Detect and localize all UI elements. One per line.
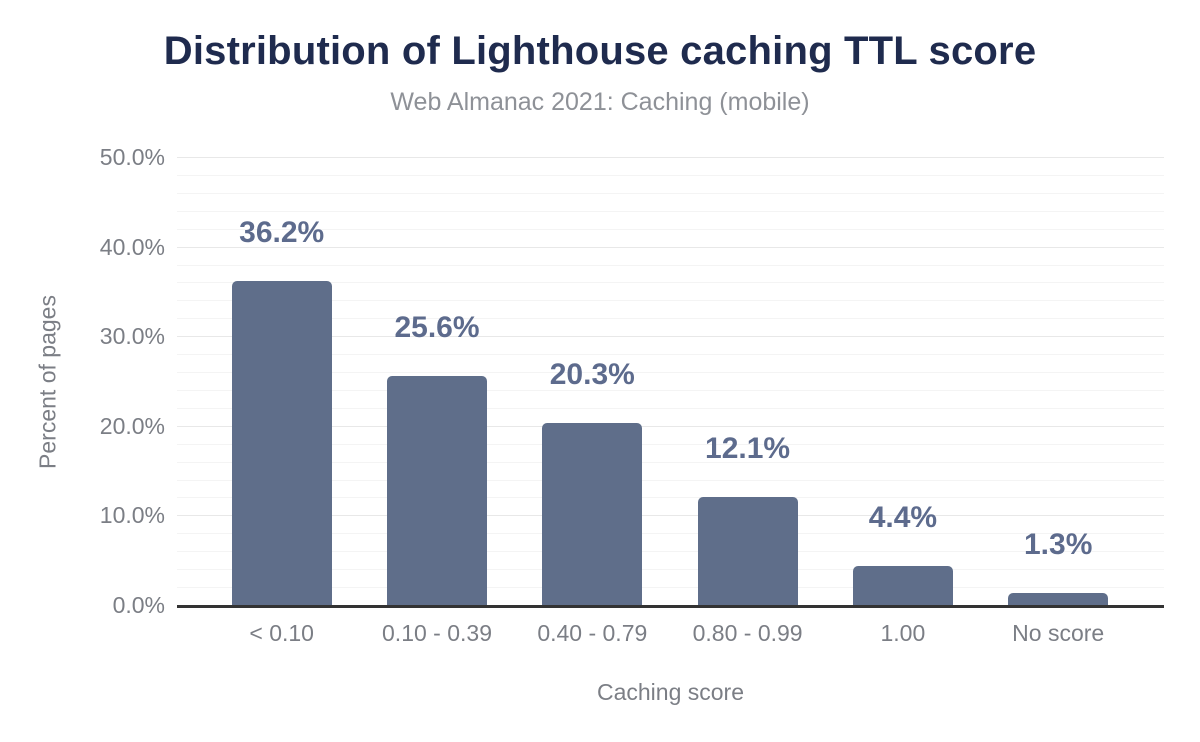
gridline-major: [177, 246, 1164, 248]
gridline-minor: [177, 533, 1164, 535]
bar-4: [852, 565, 953, 605]
y-axis-tick-label: 50.0%: [99, 144, 165, 170]
gridline-minor: [177, 569, 1164, 571]
y-axis-tick-label: 0.0%: [112, 592, 165, 618]
bar-1: [387, 375, 487, 605]
gridline-minor: [177, 210, 1164, 212]
bar-value-label: 25.6%: [394, 310, 480, 344]
gridline-minor: [177, 479, 1164, 481]
x-axis-tick-label: 0.10 - 0.39: [382, 620, 492, 646]
gridline-minor: [177, 318, 1164, 320]
x-axis-tick-label: No score: [1012, 620, 1105, 646]
x-axis-tick-label: 0.40 - 0.79: [537, 620, 648, 646]
gridline-minor: [177, 354, 1164, 356]
bar-value-label: 12.1%: [705, 431, 791, 465]
gridline-minor: [177, 264, 1164, 266]
x-axis-tick-label: 1.00: [880, 620, 926, 646]
y-axis-tick-label: 20.0%: [99, 412, 165, 439]
x-axis-title: Caching score: [596, 679, 745, 705]
x-axis-tick-label: 0.80 - 0.99: [692, 620, 803, 646]
gridline-major: [177, 336, 1164, 338]
y-axis-tick-label: 40.0%: [99, 233, 165, 260]
gridline-minor: [177, 551, 1164, 553]
gridline-minor: [177, 192, 1164, 194]
chart-title: Distribution of Lighthouse caching TTL s…: [163, 29, 1037, 73]
bar-value-label: 20.3%: [549, 358, 635, 392]
gridline-major: [177, 157, 1164, 158]
gridline-minor: [177, 282, 1164, 284]
chart-subtitle: Web Almanac 2021: Caching (mobile): [390, 88, 810, 116]
x-axis-line: [177, 605, 1164, 608]
y-axis-title: Percent of pages: [34, 295, 61, 469]
gridline-minor: [177, 300, 1164, 302]
y-axis-tick-label: 10.0%: [99, 502, 165, 529]
gridline-minor: [177, 497, 1164, 499]
bar-2: [542, 423, 643, 605]
gridline-minor: [177, 407, 1164, 409]
gridline-major: [177, 425, 1164, 427]
gridline-minor: [177, 443, 1164, 445]
bar-5: [1008, 593, 1109, 605]
bar-0: [231, 280, 332, 605]
gridline-major: [177, 515, 1164, 517]
bar-value-label: 4.4%: [868, 500, 938, 534]
gridline-minor: [177, 389, 1164, 391]
gridline-minor: [177, 174, 1164, 176]
y-axis-tick-label: 30.0%: [99, 323, 165, 350]
gridline-minor: [177, 587, 1164, 589]
bar-3: [697, 496, 798, 605]
bar-value-label: 1.3%: [1023, 528, 1093, 562]
gridline-minor: [177, 372, 1164, 374]
bar-value-label: 36.2%: [239, 215, 325, 249]
gridline-minor: [177, 461, 1164, 463]
x-axis-tick-label: < 0.10: [249, 620, 314, 646]
gridline-minor: [177, 228, 1164, 230]
